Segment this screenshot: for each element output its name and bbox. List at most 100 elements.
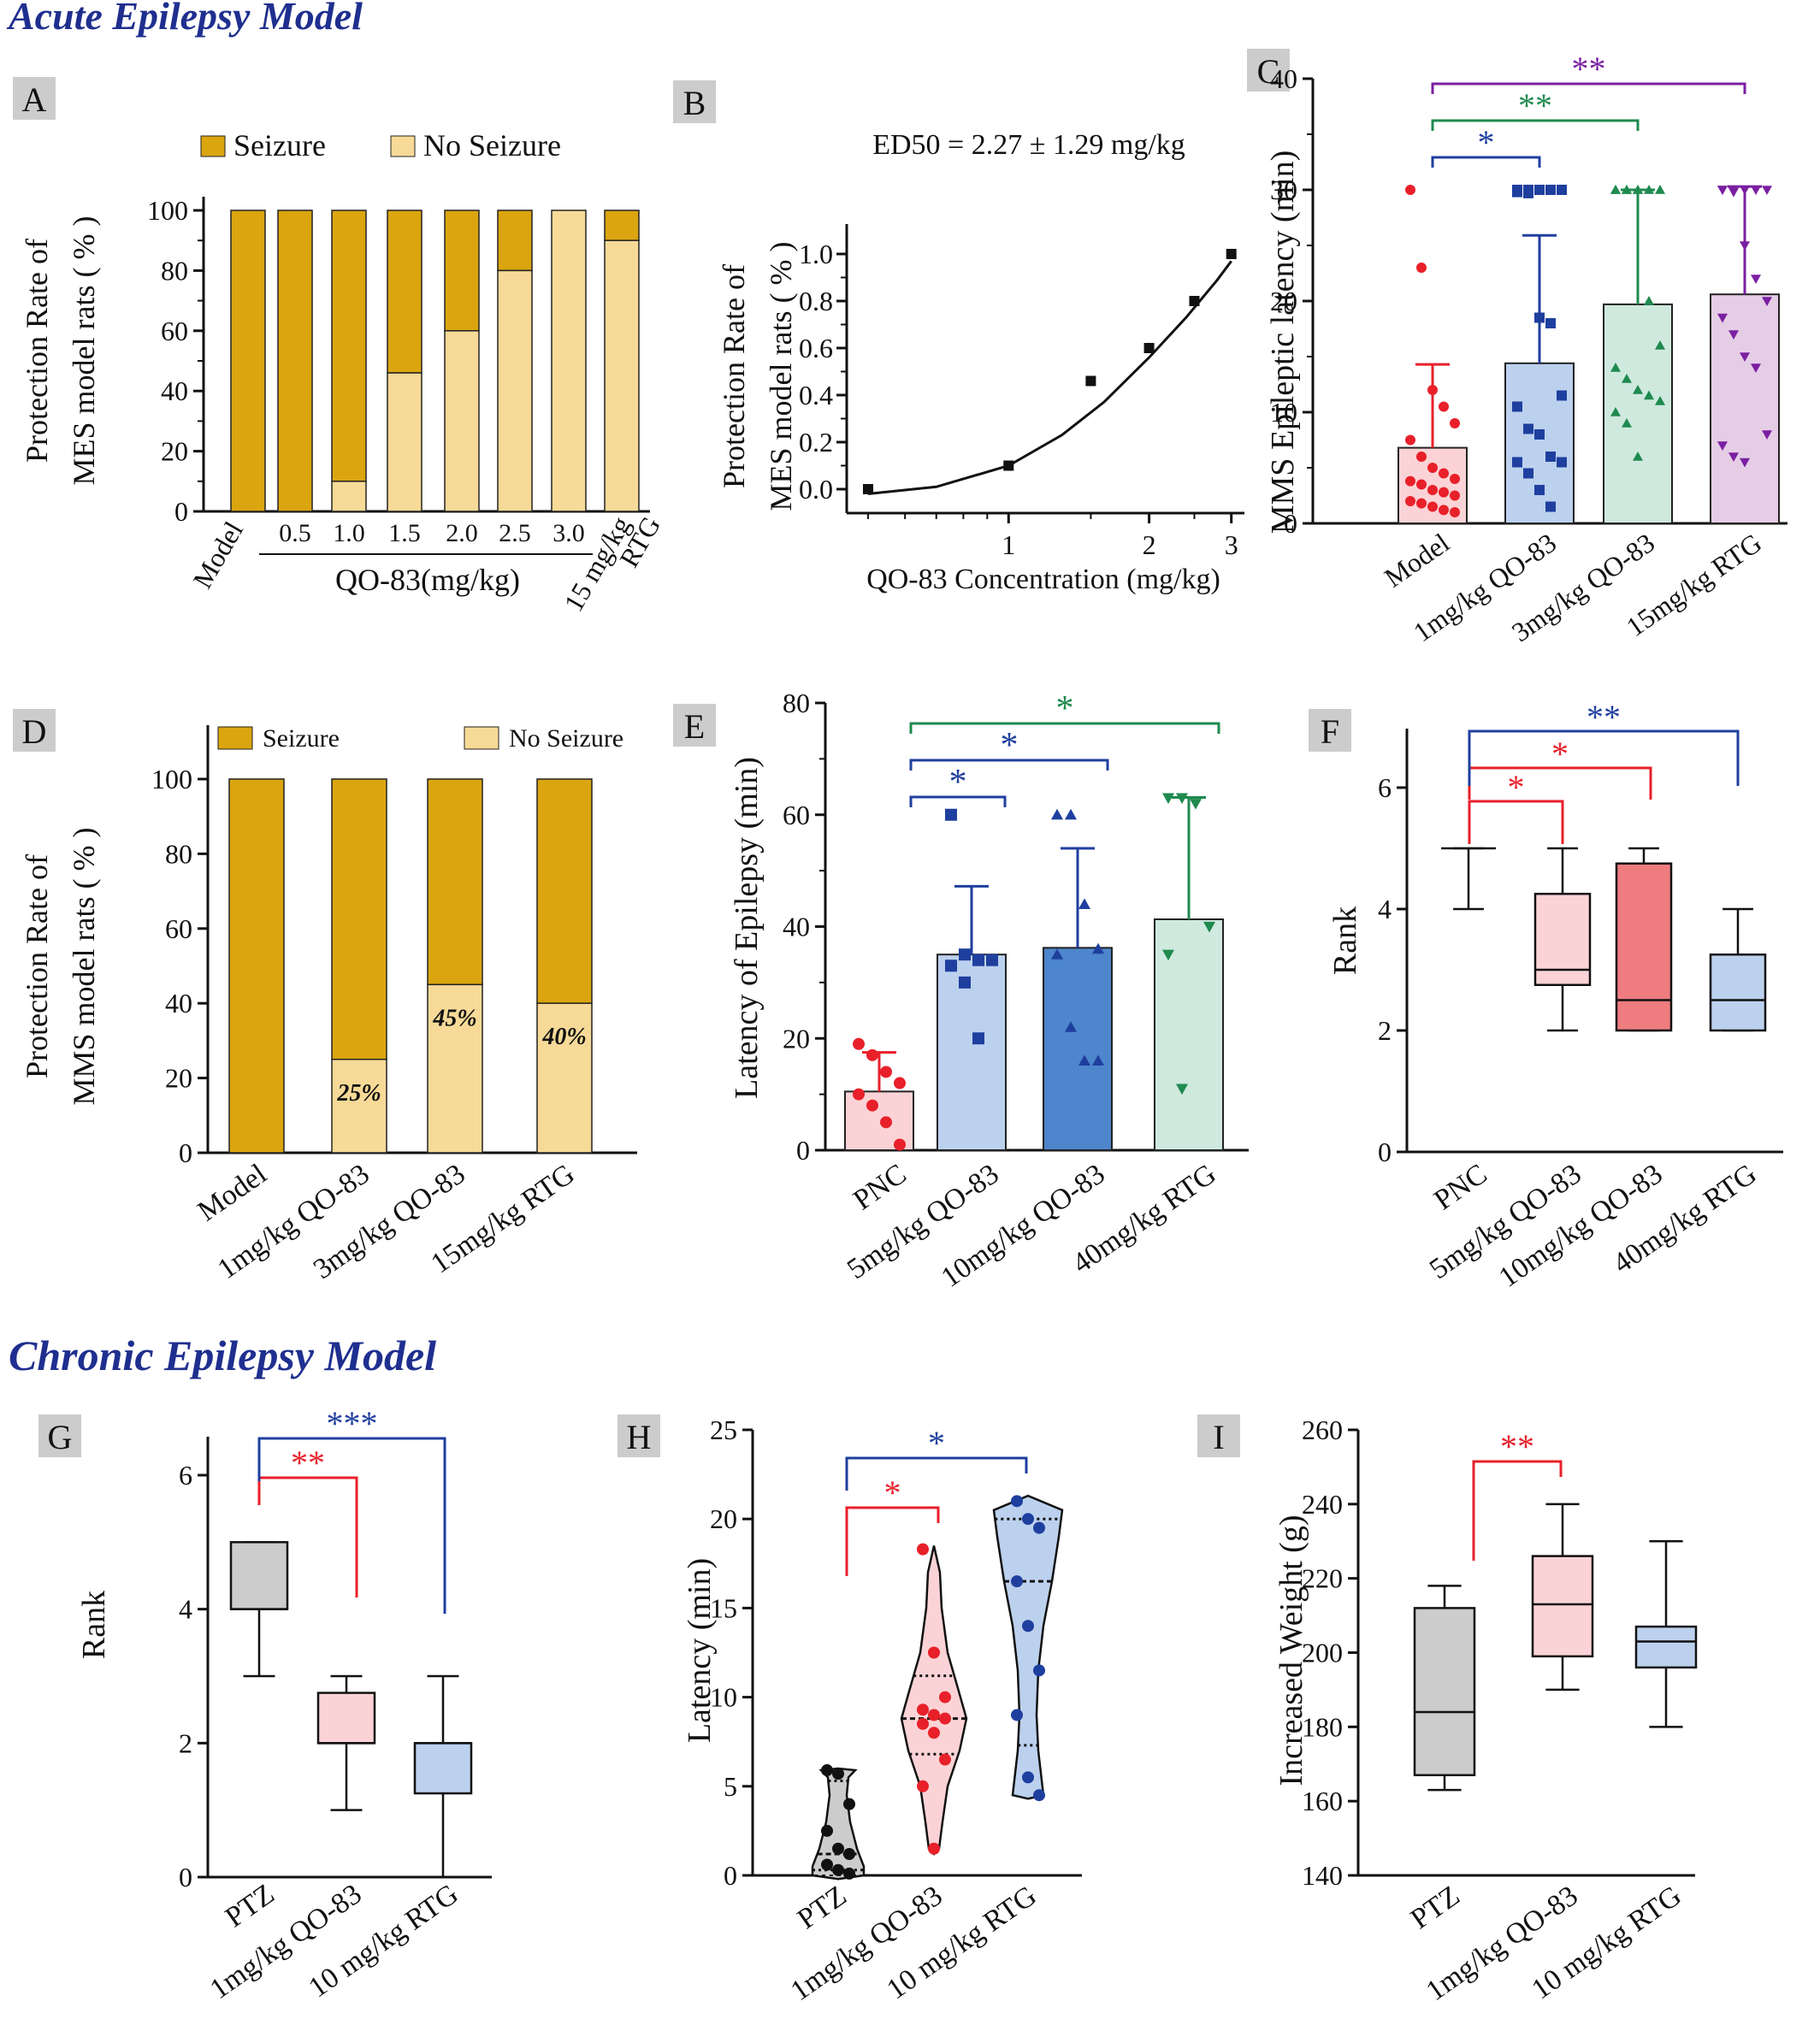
- y-tick-label: 1.0: [799, 239, 833, 269]
- y-axis-label: Rank: [1327, 906, 1363, 975]
- y-tick-label: 2: [1378, 1015, 1392, 1046]
- significance-label: *: [884, 1473, 901, 1512]
- section-title-acute: Acute Epilepsy Model: [6, 0, 363, 38]
- data-point: [1427, 485, 1438, 495]
- data-point: [1203, 921, 1215, 933]
- data-point: [1450, 507, 1460, 517]
- group-label: QO-83(mg/kg): [335, 563, 520, 597]
- x-tick-label: Model: [1379, 527, 1455, 593]
- panel-label-box: [618, 1414, 660, 1457]
- y-axis-label: MMS model rats ( % ): [67, 828, 101, 1106]
- data-point: [1416, 479, 1427, 490]
- y-tick-label: 20: [783, 1023, 810, 1054]
- y-tick-label: 2: [179, 1727, 192, 1758]
- significance-label: *: [1056, 689, 1074, 729]
- x-tick-label: Model: [186, 516, 249, 593]
- y-tick-label: 100: [147, 195, 188, 226]
- data-point: [1439, 487, 1449, 498]
- data-point: [1011, 1495, 1023, 1508]
- data-point: [1545, 185, 1556, 195]
- significance-bracket: [909, 759, 1109, 771]
- y-axis-label: Increased Weight (g): [1273, 1515, 1309, 1786]
- data-point: [1717, 186, 1728, 195]
- box: [1531, 1555, 1594, 1658]
- data-point: [1092, 1054, 1104, 1066]
- significance-bracket: [1431, 156, 1541, 168]
- data-point: [1610, 363, 1621, 372]
- legend-label: No Seizure: [509, 724, 623, 753]
- legend-swatch-no-seizure: [464, 726, 499, 750]
- data-point: [1740, 458, 1750, 468]
- y-tick-label: 0.8: [799, 286, 833, 316]
- data-point: [917, 1543, 929, 1556]
- data-point: [1762, 430, 1772, 440]
- data-point: [1162, 793, 1174, 805]
- y-axis-label: Protection Rate of: [717, 264, 751, 488]
- data-point: [939, 1712, 951, 1725]
- data-point: [853, 1037, 865, 1050]
- data-point: [1065, 808, 1077, 820]
- data-point: [1728, 187, 1739, 198]
- panel-label-box: [1309, 709, 1351, 752]
- y-tick-label: 0: [1378, 1137, 1392, 1167]
- legend-swatch-seizure: [200, 135, 226, 157]
- panel-label: H: [627, 1418, 652, 1456]
- data-point: [1740, 186, 1750, 195]
- x-tick-label: PTZ: [220, 1878, 281, 1934]
- y-tick-label: 20: [161, 436, 188, 467]
- x-tick-label: PTZ: [792, 1880, 853, 1935]
- data-point: [1033, 1521, 1045, 1534]
- data-point: [843, 1847, 855, 1860]
- y-axis-label: Protection Rate of: [20, 854, 54, 1078]
- bar-seizure: [277, 210, 313, 512]
- box: [1709, 954, 1767, 1032]
- y-tick-label: 0: [796, 1135, 810, 1166]
- data-point: [1011, 1709, 1023, 1721]
- data-point: [1022, 1771, 1034, 1784]
- data-point: [959, 948, 971, 961]
- data-point: [917, 1780, 929, 1792]
- data-point: [1416, 498, 1427, 509]
- x-tick-label: PNC: [848, 1158, 912, 1216]
- y-tick-label: 200: [1302, 1638, 1343, 1668]
- bar-seizure: [331, 778, 387, 1060]
- bar-seizure: [444, 210, 480, 332]
- significance-bracket: [1431, 119, 1640, 131]
- data-point: [1051, 948, 1063, 960]
- y-tick-label: 0: [179, 1862, 192, 1892]
- data-point: [1085, 375, 1096, 387]
- y-tick-label: 40: [165, 988, 192, 1019]
- violin: [992, 1494, 1064, 1800]
- y-tick-label: 5: [724, 1771, 737, 1802]
- data-point: [1751, 363, 1761, 373]
- data-point: [1176, 793, 1188, 805]
- panel-label: E: [684, 707, 705, 746]
- legend-swatch-no-seizure: [390, 135, 416, 157]
- y-tick-label: 0.4: [799, 380, 833, 410]
- significance-label: **: [1518, 86, 1552, 125]
- x-tick-label: 1.0: [333, 519, 365, 547]
- y-tick-label: 80: [783, 688, 810, 718]
- data-point: [1003, 460, 1014, 471]
- data-point: [894, 1077, 906, 1089]
- significance-label: *: [1508, 768, 1525, 806]
- significance-label: *: [949, 763, 967, 802]
- y-axis-label: Latency of Epilepsy (min): [729, 757, 765, 1099]
- data-point: [1717, 313, 1728, 323]
- significance-label: *: [1001, 726, 1019, 765]
- data-point: [1416, 452, 1427, 462]
- data-point: [1717, 441, 1728, 451]
- data-point: [1450, 474, 1460, 484]
- y-tick-label: 25: [710, 1414, 737, 1445]
- bar: [1710, 293, 1780, 524]
- data-point: [1633, 185, 1643, 194]
- data-point: [866, 1099, 878, 1112]
- panel-label-box: [1247, 49, 1290, 92]
- y-tick-label: 6: [1378, 772, 1392, 803]
- panel-label-box: [673, 80, 716, 123]
- data-point: [1176, 1083, 1188, 1095]
- significance-bracket: [909, 795, 1007, 807]
- bar-seizure: [536, 778, 593, 1004]
- legend-swatch-seizure: [217, 726, 253, 750]
